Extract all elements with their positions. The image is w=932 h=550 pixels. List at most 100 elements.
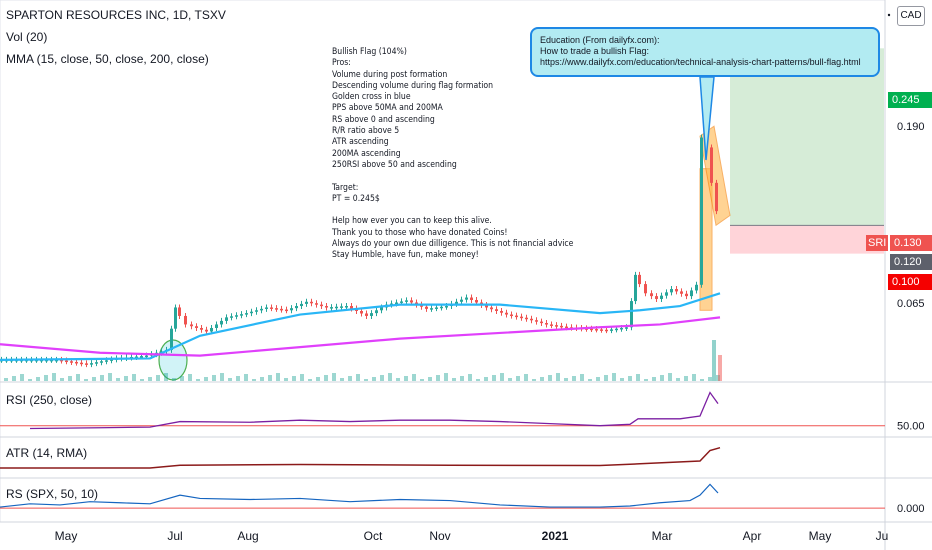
candle: [540, 321, 543, 324]
candle: [510, 314, 513, 317]
volume-bar: [620, 378, 624, 381]
candle: [60, 359, 63, 362]
candle: [565, 326, 568, 329]
rs-pane-label[interactable]: RS (SPX, 50, 10): [6, 487, 99, 501]
candle: [190, 324, 193, 327]
candle: [545, 323, 548, 325]
candle: [550, 324, 553, 326]
candle: [615, 328, 618, 331]
volume-bar: [116, 378, 120, 381]
volume-bar: [4, 378, 8, 381]
time-tick-label: Apr: [743, 529, 762, 543]
education-callout[interactable]: Education (From dailyfx.com): How to tra…: [530, 27, 880, 77]
volume-bar: [712, 340, 716, 381]
volume-bar: [100, 375, 104, 381]
candle: [634, 274, 637, 302]
volume-bar: [604, 375, 608, 381]
volume-bar: [556, 373, 560, 381]
candle: [215, 324, 218, 328]
time-tick-label: 2021: [542, 529, 569, 543]
candle: [95, 362, 98, 364]
volume-bar: [188, 374, 192, 381]
candle: [270, 307, 273, 309]
volume-bar: [540, 377, 544, 381]
candle: [178, 307, 181, 316]
rsi-tick-label: 50.00: [897, 421, 925, 433]
candle: [335, 306, 338, 309]
candle: [380, 307, 383, 311]
candle: [430, 308, 433, 310]
moving-average-label[interactable]: MMA (15, close, 50, close, 200, close): [6, 52, 209, 66]
atr-pane-label[interactable]: ATR (14, RMA): [6, 446, 88, 460]
volume-bar: [588, 379, 592, 381]
note-line: Bullish Flag (104%): [332, 47, 407, 57]
candle: [50, 359, 53, 362]
candle: [485, 304, 488, 308]
candle: [350, 306, 353, 309]
volume-bar: [308, 379, 312, 381]
volume-bar: [500, 373, 504, 381]
candle: [395, 302, 398, 304]
volume-bar: [164, 373, 168, 381]
candle: [700, 137, 703, 285]
candle: [210, 327, 213, 332]
rs-tick-label: 0.000: [897, 503, 925, 515]
candle: [265, 307, 268, 309]
volume-bar: [684, 376, 688, 381]
candle: [360, 310, 363, 314]
volume-bar: [524, 374, 528, 381]
candle: [535, 320, 538, 322]
rsi-pane-label[interactable]: RSI (250, close): [6, 393, 93, 407]
candle: [250, 311, 253, 314]
volume-bar: [76, 374, 80, 381]
volume-bar: [388, 373, 392, 381]
candle: [340, 306, 343, 308]
candle: [400, 301, 403, 303]
volume-bar: [28, 379, 32, 381]
candle: [245, 313, 248, 315]
callout-link[interactable]: https://www.dailyfx.com/education/techni…: [540, 57, 861, 67]
volume-bar: [36, 377, 40, 381]
candle: [300, 303, 303, 307]
volume-bar: [140, 379, 144, 381]
callout-line: Education (From dailyfx.com):: [540, 35, 660, 45]
time-tick-label: Jul: [167, 529, 182, 543]
candle: [260, 308, 263, 311]
candle: [644, 284, 647, 294]
candle: [315, 303, 318, 305]
volume-indicator-label[interactable]: Vol (20): [6, 30, 48, 44]
volume-bar: [364, 379, 368, 381]
candle: [625, 327, 628, 329]
atr-line: [0, 446, 721, 469]
volume-bar: [718, 355, 722, 381]
volume-bar: [156, 375, 160, 381]
volume-bar: [148, 377, 152, 381]
candle: [630, 301, 633, 328]
volume-bar: [436, 375, 440, 381]
candle: [410, 300, 413, 303]
volume-bar: [636, 374, 640, 381]
candle: [665, 292, 668, 296]
volume-bar: [444, 373, 448, 381]
candle: [80, 362, 83, 365]
volume-bar: [452, 378, 456, 381]
candle: [605, 329, 608, 332]
candle: [500, 310, 503, 313]
candle: [255, 310, 258, 312]
candle: [530, 318, 533, 321]
candle: [275, 308, 278, 310]
candle: [455, 301, 458, 304]
currency-button[interactable]: CAD: [897, 6, 925, 26]
candle: [460, 299, 463, 302]
time-tick-label: Oct: [364, 529, 383, 543]
candle: [280, 308, 283, 311]
volume-bar: [108, 373, 112, 381]
last-price-tag: 0.130: [890, 235, 932, 251]
lock-scale-icon[interactable]: [885, 11, 893, 19]
candle: [595, 329, 598, 331]
volume-bar: [564, 378, 568, 381]
note-line: Thank you to those who have donated Coin…: [332, 227, 508, 238]
candle: [235, 315, 238, 317]
time-tick-label: Mar: [652, 529, 673, 543]
